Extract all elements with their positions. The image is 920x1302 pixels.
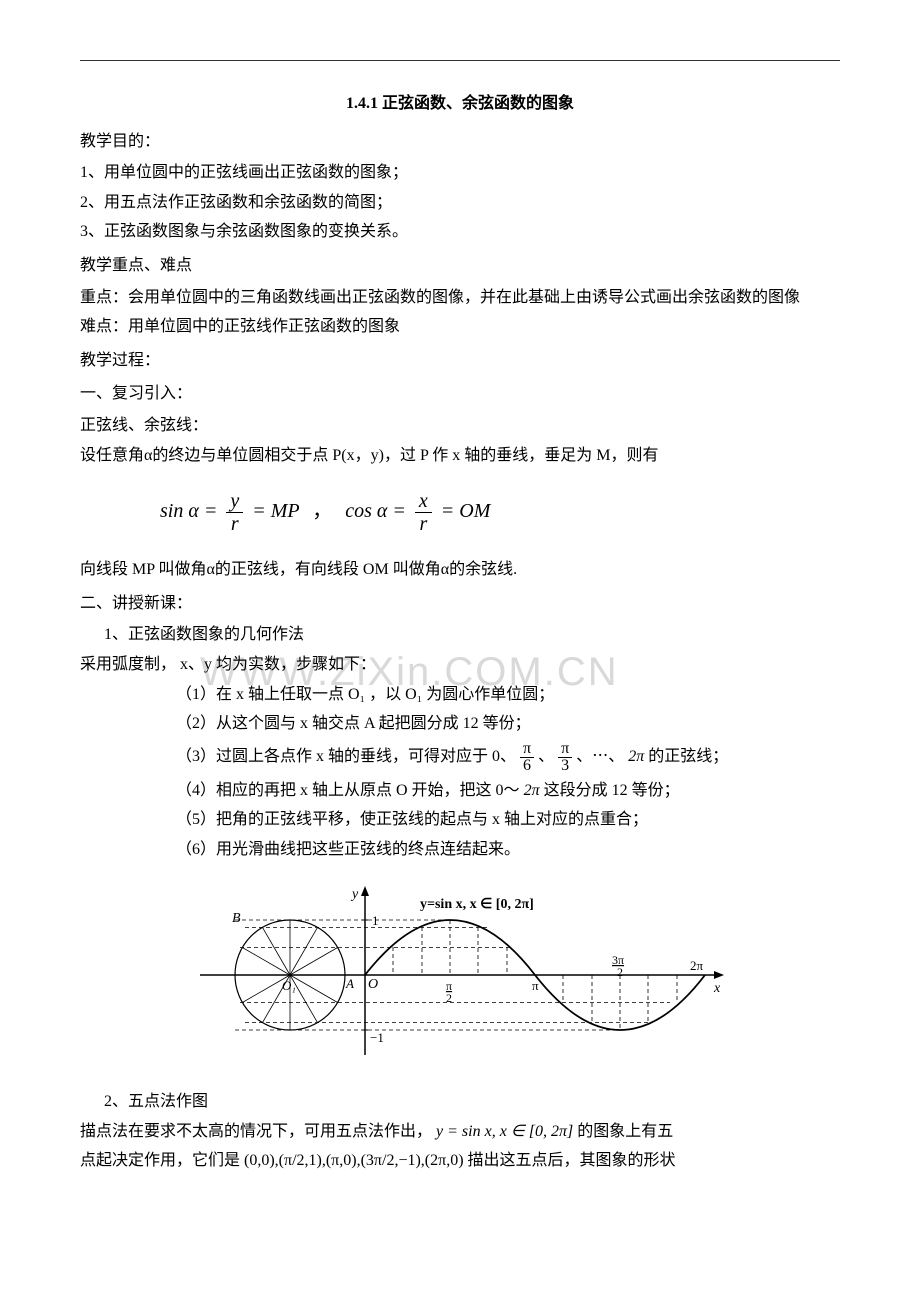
aim-3: 3、正弦函数图象与余弦函数图象的变换关系。 (80, 219, 840, 245)
sin-label: sin α = (160, 500, 217, 522)
den-r1: r (226, 513, 243, 535)
five-p2b: 描出这五点后，其图象的形状 (468, 1152, 676, 1169)
keys-head: 教学重点、难点 (80, 253, 840, 279)
step-list: （1）在 x 轴上任取一点 O₁ ，以 O₁ 为圆心作单位圆； （2）从这个圆与… (80, 682, 840, 863)
l1a: 采用弧度制， x、y 均为实数，步骤如下： (80, 652, 840, 678)
num-y: y (226, 490, 243, 513)
eq-mp: = MP (252, 500, 299, 522)
cos-label: cos α = (345, 500, 406, 522)
six: 6 (520, 758, 534, 774)
frac-y-r: y r (226, 490, 243, 535)
document-body: 1.4.1 正弦函数、余弦函数的图象 教学目的： 1、用单位圆中的正弦线画出正弦… (80, 91, 840, 1174)
l1: 1、正弦函数图象的几何作法 (104, 622, 840, 648)
page-title: 1.4.1 正弦函数、余弦函数的图象 (80, 91, 840, 117)
s4b: 这段分成 12 等份； (544, 782, 680, 799)
frac-pi-6: π 6 (520, 741, 534, 774)
lbl-1: 1 (372, 913, 379, 928)
two-pi-2: 2π (524, 782, 540, 799)
step2: （2）从这个圆与 x 轴交点 A 起把圆分成 12 等份； (176, 711, 840, 737)
five-p2: 点起决定作用，它们是 (0,0),(π/2,1),(π,0),(3π/2,−1)… (80, 1148, 840, 1174)
lbl-O: O (368, 977, 378, 992)
review-line1: 设任意角α的终边与单位圆相交于点 P(x，y)，过 P 作 x 轴的垂线，垂足为… (80, 443, 840, 469)
aim-2: 2、用五点法作正弦函数和余弦函数的简图； (80, 190, 840, 216)
lbl-x: x (713, 981, 721, 996)
five-p1b: 的图象上有五 (577, 1123, 673, 1140)
s3b: 、 (538, 748, 554, 765)
top-rule (80, 60, 840, 61)
frac-x-r: x r (415, 490, 432, 535)
diagram-svg: y x 1 −1 B A O₁ O y=sin x, x ∈ [0, 2π] π… (190, 880, 730, 1070)
pi2: π (558, 741, 572, 758)
den-r2: r (415, 513, 432, 535)
lbl-pi: π (532, 978, 539, 993)
key-1: 重点：会用单位圆中的三角函数线画出正弦函数的图像，并在此基础上由诱导公式画出余弦… (80, 285, 840, 311)
lbl-y: y (350, 887, 359, 902)
step1: （1）在 x 轴上任取一点 O₁ ，以 O₁ 为圆心作单位圆； (176, 682, 840, 708)
aim-1: 1、用单位圆中的正弦线画出正弦函数的图象； (80, 160, 840, 186)
five-p2-math: (0,0),(π/2,1),(π,0),(3π/2,−1),(2π,0) (244, 1152, 464, 1169)
five-p1-math: y = sin x, x ∈ [0, 2π] (436, 1123, 573, 1140)
review-line0: 正弦线、余弦线： (80, 413, 840, 439)
sine-diagram: y x 1 −1 B A O₁ O y=sin x, x ∈ [0, 2π] π… (80, 880, 840, 1079)
proc-head: 教学过程： (80, 348, 840, 374)
review-line2: 向线段 MP 叫做角α的正弦线，有向线段 OM 叫做角α的余弦线. (80, 557, 840, 583)
lbl-A: A (345, 976, 354, 991)
pi1: π (520, 741, 534, 758)
step5: （5）把角的正弦线平移，使正弦线的起点与 x 轴上对应的点重合； (176, 807, 840, 833)
lecture-head: 二、讲授新课： (80, 591, 840, 617)
s3c: 、⋯、 (576, 748, 624, 765)
five-p2a: 点起决定作用，它们是 (80, 1152, 244, 1169)
frac-pi-3: π 3 (558, 741, 572, 774)
comma: ， (312, 500, 332, 522)
s3d: 的正弦线； (648, 748, 728, 765)
step4: （4）相应的再把 x 轴上从原点 O 开始，把这 0～ 2π 这段分成 12 等… (176, 778, 840, 804)
diagram-title: y=sin x, x ∈ [0, 2π] (420, 897, 534, 912)
key-2: 难点：用单位圆中的正弦线作正弦函数的图象 (80, 314, 840, 340)
lbl-m1: −1 (370, 1030, 384, 1045)
step3: （3）过圆上各点作 x 轴的垂线，可得对应于 0、 π 6 、 π 3 、⋯、 … (176, 741, 840, 774)
step6: （6）用光滑曲线把这些正弦线的终点连结起来。 (176, 837, 840, 863)
eq-om: = OM (441, 500, 491, 522)
lbl-O1: O₁ (282, 978, 296, 993)
lbl-B: B (232, 911, 241, 926)
s3a: （3）过圆上各点作 x 轴的垂线，可得对应于 0、 (176, 748, 516, 765)
lbl-2: 2 (617, 965, 623, 979)
five-p1a: 描点法在要求不太高的情况下，可用五点法作出， (80, 1123, 432, 1140)
three: 3 (558, 758, 572, 774)
review-head: 一、复习引入： (80, 381, 840, 407)
lbl-pi2d: 2 (446, 991, 452, 1005)
formula-row: sin α = y r = MP ， cos α = x r = OM (160, 490, 840, 535)
s4a: （4）相应的再把 x 轴上从原点 O 开始，把这 0～ (176, 782, 520, 799)
five-p1: 描点法在要求不太高的情况下，可用五点法作出， y = sin x, x ∈ [0… (80, 1119, 840, 1145)
aim-head: 教学目的： (80, 129, 840, 155)
two-pi-1: 2π (628, 748, 644, 765)
lbl-2pi: 2π (690, 958, 704, 973)
num-x: x (415, 490, 432, 513)
five-head: 2、五点法作图 (104, 1089, 840, 1115)
